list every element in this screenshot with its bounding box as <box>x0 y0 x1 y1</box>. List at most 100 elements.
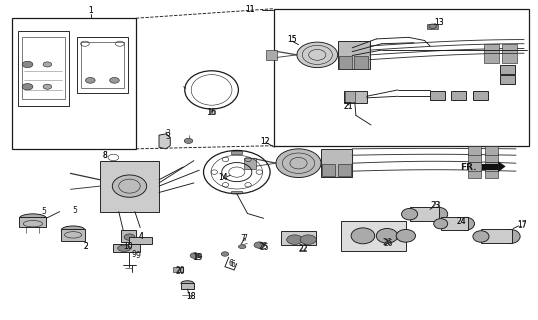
Bar <box>451 91 466 100</box>
Ellipse shape <box>118 245 131 252</box>
Polygon shape <box>498 161 506 172</box>
Bar <box>500 65 515 74</box>
Bar <box>81 42 124 88</box>
Text: 21: 21 <box>344 102 353 111</box>
Bar <box>468 170 481 179</box>
Bar <box>355 56 368 68</box>
Text: 11: 11 <box>245 5 255 14</box>
Text: 3: 3 <box>166 132 171 140</box>
Bar <box>484 44 499 53</box>
Bar <box>441 217 468 230</box>
Bar <box>342 220 406 251</box>
Text: 15: 15 <box>287 35 297 44</box>
Bar <box>19 217 46 227</box>
Bar <box>485 146 498 155</box>
Ellipse shape <box>112 175 147 197</box>
Bar <box>244 158 256 169</box>
Bar <box>338 164 351 176</box>
Polygon shape <box>159 134 170 149</box>
Ellipse shape <box>351 228 374 244</box>
Text: 9: 9 <box>131 251 136 260</box>
Ellipse shape <box>43 62 52 67</box>
Text: 13: 13 <box>434 19 443 28</box>
Text: 20: 20 <box>175 266 185 276</box>
Bar <box>485 170 498 179</box>
Text: 14: 14 <box>218 173 228 182</box>
Bar <box>409 207 439 221</box>
Ellipse shape <box>376 228 398 243</box>
Text: 13: 13 <box>434 19 443 28</box>
Text: 3: 3 <box>166 129 171 138</box>
Text: 23: 23 <box>431 201 441 210</box>
Bar <box>430 91 445 100</box>
Ellipse shape <box>369 224 384 231</box>
Ellipse shape <box>428 207 448 221</box>
Bar <box>100 161 159 212</box>
Bar <box>231 151 242 154</box>
Ellipse shape <box>124 234 135 240</box>
Ellipse shape <box>287 235 303 244</box>
Text: 5: 5 <box>41 207 46 216</box>
Bar <box>130 237 152 244</box>
Text: 25: 25 <box>259 242 268 251</box>
Text: 11: 11 <box>245 5 255 14</box>
Ellipse shape <box>300 235 316 244</box>
Text: 22: 22 <box>298 244 308 253</box>
Bar <box>338 41 370 69</box>
Bar <box>61 229 85 241</box>
Text: 6: 6 <box>230 260 235 269</box>
Bar <box>173 268 183 272</box>
Text: 24: 24 <box>456 217 466 226</box>
Bar <box>322 164 335 176</box>
Ellipse shape <box>43 84 52 89</box>
Text: 17: 17 <box>518 220 527 229</box>
Text: 10: 10 <box>123 242 133 251</box>
Ellipse shape <box>19 214 46 223</box>
Bar <box>484 53 499 63</box>
Bar <box>502 44 518 53</box>
Text: 19: 19 <box>193 253 202 262</box>
Bar <box>427 24 438 29</box>
Text: 1: 1 <box>88 6 93 15</box>
Text: 7: 7 <box>242 234 247 243</box>
Ellipse shape <box>22 61 33 68</box>
Text: 25: 25 <box>260 243 270 252</box>
Text: 10: 10 <box>123 242 133 251</box>
Bar <box>351 223 374 237</box>
Ellipse shape <box>22 84 33 90</box>
Ellipse shape <box>434 219 448 229</box>
Ellipse shape <box>297 42 338 68</box>
Ellipse shape <box>276 149 321 178</box>
Ellipse shape <box>190 253 200 259</box>
Text: 14: 14 <box>218 173 228 182</box>
Text: 19: 19 <box>192 253 201 262</box>
Bar <box>485 153 498 162</box>
Text: 7: 7 <box>241 234 246 243</box>
Text: 12: 12 <box>260 137 270 146</box>
Bar <box>181 283 194 289</box>
Bar <box>77 37 128 93</box>
Text: 4: 4 <box>139 232 144 241</box>
Text: 21: 21 <box>344 102 353 111</box>
Bar <box>266 50 277 60</box>
Ellipse shape <box>184 138 193 143</box>
Ellipse shape <box>396 229 415 242</box>
Bar <box>468 146 481 155</box>
Text: 17: 17 <box>518 221 527 230</box>
Text: 15: 15 <box>287 35 297 44</box>
Text: 26: 26 <box>382 238 392 247</box>
Bar <box>114 244 140 252</box>
Ellipse shape <box>352 225 369 236</box>
Bar <box>345 91 355 102</box>
Bar <box>485 162 498 171</box>
Bar <box>344 91 367 103</box>
Bar <box>473 91 488 100</box>
Text: 18: 18 <box>187 292 196 301</box>
Text: 9: 9 <box>135 251 140 260</box>
Bar <box>274 9 529 146</box>
Ellipse shape <box>86 77 95 83</box>
Ellipse shape <box>110 77 119 83</box>
Bar <box>502 53 518 63</box>
Text: 26: 26 <box>383 239 393 248</box>
Text: 8: 8 <box>103 151 108 160</box>
